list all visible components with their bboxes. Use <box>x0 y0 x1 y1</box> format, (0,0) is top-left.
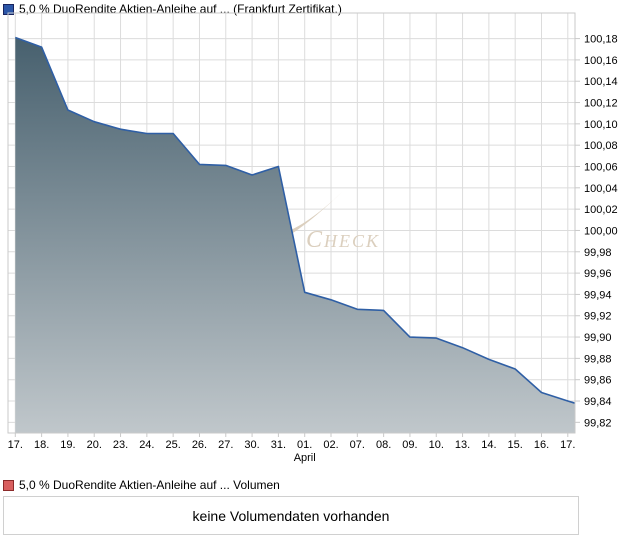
y-axis-labels: 100,18 100,16 100,14 100,12 100,10 100,08 100,… <box>584 34 618 430</box>
month-label: April <box>294 452 316 464</box>
svg-text:99,90: 99,90 <box>584 332 612 344</box>
x-axis-labels: 17. 18. 19. 20. 23. 24. 25. 26. 27. 30. 31. 01. 02. 0… <box>8 439 576 464</box>
svg-text:100,12: 100,12 <box>584 98 618 110</box>
svg-text:08.: 08. <box>376 439 391 451</box>
svg-text:100,14: 100,14 <box>584 76 618 88</box>
svg-text:99,86: 99,86 <box>584 375 612 387</box>
volume-series-label: 5,0 % DuoRendite Aktien-Anleihe auf ... … <box>19 478 280 492</box>
volume-empty-box: keine Volumendaten vorhanden <box>3 496 579 535</box>
svg-text:99,94: 99,94 <box>584 289 612 301</box>
price-area <box>15 37 576 433</box>
svg-text:31.: 31. <box>271 439 286 451</box>
svg-text:27.: 27. <box>218 439 233 451</box>
svg-text:16.: 16. <box>534 439 549 451</box>
svg-text:99,88: 99,88 <box>584 353 612 365</box>
svg-text:01.: 01. <box>297 439 312 451</box>
svg-text:100,08: 100,08 <box>584 140 618 152</box>
svg-text:99,92: 99,92 <box>584 311 612 323</box>
svg-text:99,82: 99,82 <box>584 417 612 429</box>
volume-series-marker-icon <box>3 479 14 491</box>
svg-text:19.: 19. <box>60 439 75 451</box>
volume-legend: 5,0 % DuoRendite Aktien-Anleihe auf ... … <box>3 478 280 492</box>
svg-text:24.: 24. <box>139 439 154 451</box>
svg-text:13.: 13. <box>455 439 470 451</box>
price-line <box>15 36 576 404</box>
svg-text:99,96: 99,96 <box>584 268 612 280</box>
plot-border <box>7 12 580 437</box>
watermark: CHECK <box>280 192 380 253</box>
svg-text:CHECK: CHECK <box>306 227 380 253</box>
svg-text:15.: 15. <box>508 439 523 451</box>
price-chart: CHECK 100,18 100,16 100,14 100,12 100,10 100,0… <box>7 12 618 464</box>
svg-text:07.: 07. <box>350 439 365 451</box>
svg-text:100,00: 100,00 <box>584 225 618 237</box>
svg-text:14.: 14. <box>481 439 496 451</box>
svg-text:10.: 10. <box>429 439 444 451</box>
svg-text:25.: 25. <box>166 439 181 451</box>
svg-text:17.: 17. <box>560 439 575 451</box>
svg-text:17.: 17. <box>8 439 23 451</box>
svg-text:26.: 26. <box>192 439 207 451</box>
volume-empty-message: keine Volumendaten vorhanden <box>192 507 390 524</box>
svg-text:18.: 18. <box>34 439 49 451</box>
svg-text:100,04: 100,04 <box>584 183 618 195</box>
svg-text:100,10: 100,10 <box>584 119 618 131</box>
svg-text:30.: 30. <box>244 439 259 451</box>
svg-text:100,18: 100,18 <box>584 34 618 46</box>
svg-text:20.: 20. <box>87 439 102 451</box>
svg-text:100,06: 100,06 <box>584 162 618 174</box>
svg-text:100,16: 100,16 <box>584 55 618 67</box>
svg-text:100,02: 100,02 <box>584 204 618 216</box>
svg-text:99,84: 99,84 <box>584 396 612 408</box>
svg-text:09.: 09. <box>402 439 417 451</box>
svg-text:02.: 02. <box>323 439 338 451</box>
svg-text:23.: 23. <box>113 439 128 451</box>
svg-text:99,98: 99,98 <box>584 247 612 259</box>
